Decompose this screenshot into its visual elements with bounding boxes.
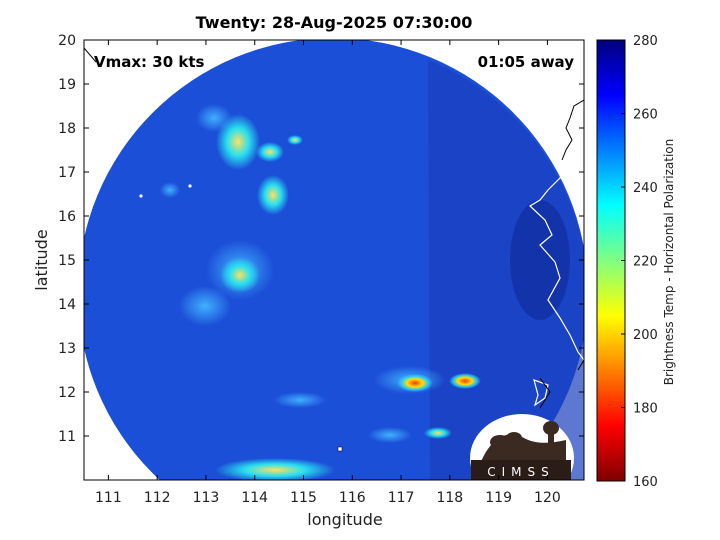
y-axis-ticks: 11 12 13 14 15 16 17 18 19 20: [58, 33, 584, 445]
vmax-annotation: Vmax: 30 kts: [94, 53, 205, 71]
colorbar-tick-label: 280: [633, 34, 658, 49]
x-tick-label: 115: [290, 490, 317, 506]
y-tick-label: 17: [58, 165, 76, 181]
y-tick-label: 18: [58, 121, 76, 137]
colorbar-ticks: 160 180 200 220 240 260 280: [621, 34, 658, 490]
colorbar-tick-label: 160: [633, 475, 658, 490]
colorbar-tick-label: 240: [633, 181, 658, 196]
x-tick-label: 118: [436, 490, 463, 506]
y-tick-label: 13: [58, 341, 76, 357]
colorbar-tick-label: 260: [633, 108, 658, 123]
y-tick-label: 12: [58, 385, 76, 401]
x-tick-label: 120: [534, 490, 561, 506]
colorbar-label: Brightness Temp - Horizontal Polarizatio…: [662, 139, 676, 386]
cimss-logo: CIMSS: [470, 414, 574, 480]
colorbar-tick-label: 200: [633, 328, 658, 343]
x-tick-label: 112: [144, 490, 171, 506]
cloud-features: [160, 104, 570, 480]
x-tick-label: 113: [193, 490, 220, 506]
y-axis-label: latitude: [32, 229, 51, 291]
plot-area: CIMSS: [84, 40, 584, 480]
x-tick-label: 116: [339, 490, 366, 506]
y-tick-label: 20: [58, 33, 76, 49]
y-tick-label: 14: [58, 297, 76, 313]
x-axis-ticks: 111 112 113 114 115 116 117 118 119 120: [95, 40, 561, 506]
x-tick-label: 114: [241, 490, 268, 506]
colorbar: [596, 39, 626, 482]
coastline-outside: [84, 47, 584, 409]
x-tick-label: 111: [95, 490, 122, 506]
x-axis-label: longitude: [307, 510, 383, 529]
time-away-annotation: 01:05 away: [477, 53, 574, 71]
y-tick-label: 16: [58, 209, 76, 225]
x-tick-label: 119: [485, 490, 512, 506]
colorbar-tick-label: 180: [633, 402, 658, 417]
y-tick-label: 15: [58, 253, 76, 269]
logo-text: CIMSS: [487, 465, 555, 479]
chart-title: Twenty: 28-Aug-2025 07:30:00: [195, 13, 473, 32]
x-tick-label: 117: [388, 490, 415, 506]
y-tick-label: 19: [58, 77, 76, 93]
y-tick-label: 11: [58, 429, 76, 445]
colorbar-tick-label: 220: [633, 255, 658, 270]
coastline: [529, 139, 584, 407]
